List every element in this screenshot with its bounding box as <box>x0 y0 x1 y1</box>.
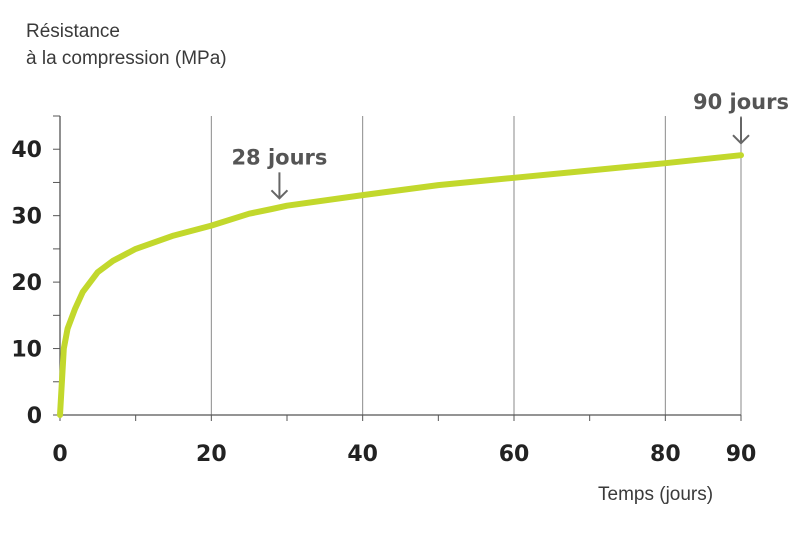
y-tick-label-30: 30 <box>11 205 42 230</box>
x-axis-label: Temps (jours) <box>598 484 714 505</box>
strength-curve <box>57 152 744 418</box>
y-tick-label-40: 40 <box>11 138 42 163</box>
y-tick-label-20: 20 <box>11 271 42 296</box>
x-tick-label-20: 20 <box>196 442 227 467</box>
annotation-arrow-head-1 <box>732 134 750 145</box>
y-tick-label-10: 10 <box>11 338 42 363</box>
x-tick-label-0: 0 <box>52 442 67 467</box>
annotation-label-1: 90 jours <box>693 90 789 114</box>
y-axis-label: Résistance à la compression (MPa) <box>26 18 227 72</box>
annotation-label-0: 28 jours <box>231 145 327 169</box>
x-tick-label-90: 90 <box>726 442 757 467</box>
x-tick-label-80: 80 <box>650 442 681 467</box>
annotation-arrow-head-0 <box>270 189 289 200</box>
x-tick-label-40: 40 <box>347 442 378 467</box>
y-axis-label-line2: à la compression (MPa) <box>26 48 227 69</box>
x-tick-label-60: 60 <box>499 442 530 467</box>
y-axis-label-line1: Résistance <box>26 21 120 42</box>
y-tick-label-0: 0 <box>27 404 42 429</box>
